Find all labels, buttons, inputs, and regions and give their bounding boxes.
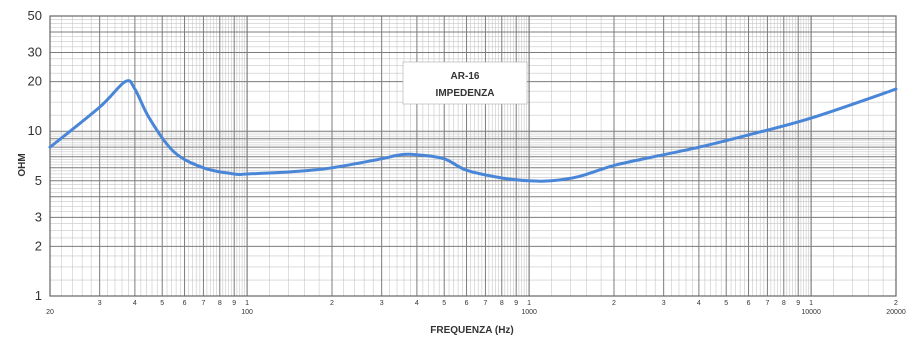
- series-layer: [48, 79, 898, 183]
- y-tick-label: 50: [28, 8, 42, 23]
- x-minor-tick-label: 9: [232, 300, 236, 307]
- x-minor-tick-label: 6: [465, 300, 469, 307]
- x-minor-tick-label: 4: [133, 300, 137, 307]
- x-major-tick-label: 10000: [801, 309, 821, 316]
- y-tick-label: 3: [35, 209, 42, 224]
- x-major-tick-label: 20: [46, 309, 54, 316]
- x-minor-tick-label: 1: [809, 300, 813, 307]
- chart-title-line-2: IMPEDENZA: [436, 88, 495, 99]
- x-minor-tick-label: 8: [500, 300, 504, 307]
- x-minor-tick-label: 1: [245, 300, 249, 307]
- y-axis-title: OHM: [17, 153, 28, 176]
- x-minor-tick-label: 8: [218, 300, 222, 307]
- x-minor-tick-label: 1: [527, 300, 531, 307]
- y-tick-label: 2: [35, 238, 42, 253]
- x-minor-tick-label: 5: [160, 300, 164, 307]
- y-tick-label: 20: [28, 74, 42, 89]
- x-minor-tick-label: 7: [201, 300, 205, 307]
- x-minor-tick-label: 3: [98, 300, 102, 307]
- y-tick-label: 10: [28, 123, 42, 138]
- x-minor-tick-label: 2: [894, 300, 898, 307]
- x-major-tick-label: 100: [241, 309, 253, 316]
- x-minor-tick-label: 3: [662, 300, 666, 307]
- x-minor-tick-label: 2: [612, 300, 616, 307]
- x-major-tick-label: 1000: [521, 309, 537, 316]
- x-minor-tick-label: 7: [765, 300, 769, 307]
- x-minor-tick-label: 6: [183, 300, 187, 307]
- x-minor-tick-label: 5: [724, 300, 728, 307]
- x-axis-title: FREQUENZA (Hz): [430, 325, 514, 336]
- plot-border: [49, 15, 897, 297]
- x-major-tick-label: 20000: [886, 309, 906, 316]
- y-tick-label: 30: [28, 45, 42, 60]
- x-minor-tick-label: 2: [330, 300, 334, 307]
- impedance-curve: [48, 79, 898, 183]
- y-tick-label: 5: [35, 173, 42, 188]
- x-tick-labels: 3 4 5 6 7 8 9 1 2 3 4 5 6 7 8 9 1 2 3 4 5 6 7 8 9 1 2 20 100 1000 1000…: [46, 300, 906, 316]
- x-minor-tick-label: 9: [514, 300, 518, 307]
- x-minor-tick-label: 3: [380, 300, 384, 307]
- y-tick-labels: 1 2 3 5 10 20 30 50: [28, 8, 42, 303]
- x-minor-tick-label: 7: [483, 300, 487, 307]
- x-minor-tick-label: 9: [796, 300, 800, 307]
- x-minor-tick-label: 5: [442, 300, 446, 307]
- x-minor-tick-label: 6: [747, 300, 751, 307]
- chart-title-line-1: AR-16: [451, 71, 480, 82]
- y-tick-label: 1: [35, 288, 42, 303]
- title-box-background: [402, 61, 528, 105]
- x-minor-tick-label: 4: [697, 300, 701, 307]
- chart-title-box: AR-16 IMPEDENZA: [402, 61, 528, 105]
- x-minor-tick-label: 4: [415, 300, 419, 307]
- minor-grid: [50, 16, 896, 296]
- x-minor-tick-label: 8: [782, 300, 786, 307]
